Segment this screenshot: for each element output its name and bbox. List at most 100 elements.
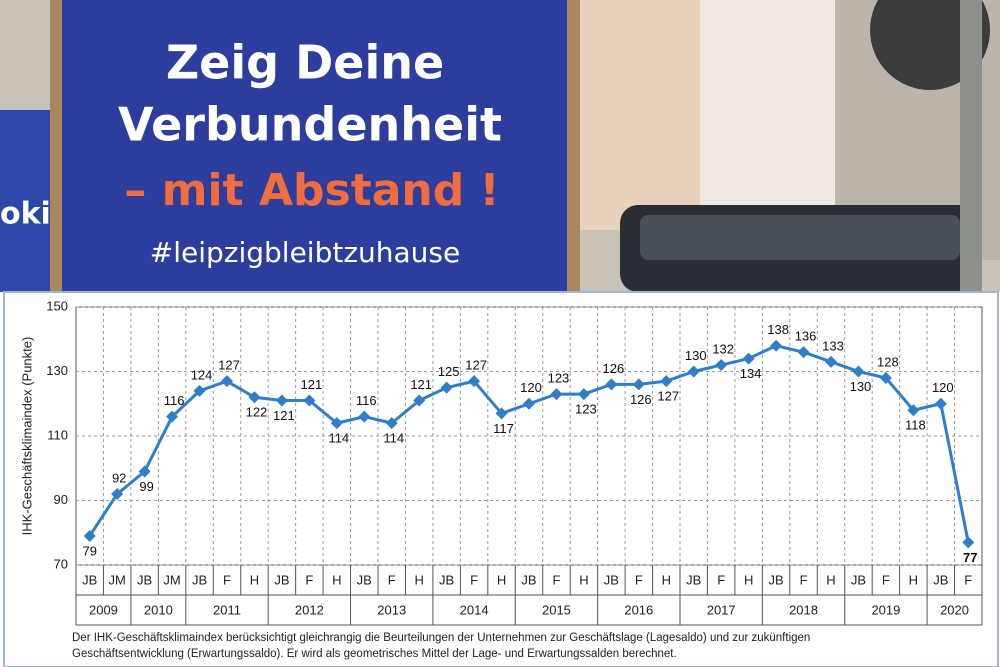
point: [385, 417, 398, 430]
value-label: 133: [822, 338, 844, 353]
point: [138, 465, 151, 478]
point: [413, 394, 426, 407]
value-label: 121: [410, 377, 432, 392]
y-tick-label: 130: [46, 363, 68, 378]
point: [275, 394, 288, 407]
poster-text: – mit Abstand !: [124, 165, 499, 216]
point: [358, 410, 371, 423]
point: [962, 536, 975, 549]
x-tick-label: JB: [274, 572, 289, 587]
x-tick-label: JB: [933, 572, 948, 587]
value-label: 126: [630, 392, 652, 407]
point: [934, 397, 947, 410]
value-label: 132: [712, 341, 734, 356]
point: [770, 339, 783, 352]
year-label: 2020: [940, 602, 969, 617]
chart-panel: [3, 291, 999, 667]
value-label: 124: [191, 367, 213, 382]
poster-text: oki: [0, 197, 51, 232]
x-tick-label: JB: [82, 572, 97, 587]
point: [605, 378, 618, 391]
point: [303, 394, 316, 407]
x-tick-label: F: [964, 572, 972, 587]
point: [825, 355, 837, 368]
point: [221, 375, 233, 388]
value-label: 126: [603, 361, 625, 376]
x-tick-label: F: [882, 572, 890, 587]
x-tick-label: JB: [521, 572, 536, 587]
year-label: 2016: [624, 602, 653, 617]
x-tick-label: F: [305, 572, 313, 587]
x-tick-label: H: [826, 572, 835, 587]
value-label: 138: [767, 322, 789, 337]
x-tick-label: H: [662, 572, 671, 587]
x-tick-label: H: [909, 572, 918, 587]
point: [632, 378, 645, 391]
year-label: 2018: [789, 602, 818, 617]
point: [577, 388, 590, 401]
year-label: 2015: [542, 602, 571, 617]
point: [907, 404, 920, 417]
note: Der IHK-Geschäftsklimaindex berücksichti…: [72, 632, 810, 644]
y-tick-label: 110: [47, 427, 68, 442]
x-tick-label: F: [635, 572, 643, 587]
building: [700, 0, 840, 230]
x-tick-label: JB: [439, 572, 454, 587]
x-tick-label: H: [250, 572, 259, 587]
value-label: 121: [273, 408, 295, 423]
point: [687, 365, 700, 378]
value-label: 123: [548, 371, 570, 386]
poster-text: Zeig Deine: [166, 36, 444, 90]
x-tick-label: F: [800, 572, 808, 587]
x-tick-label: F: [552, 572, 560, 587]
x-tick-label: H: [414, 572, 423, 587]
x-tick-label: JM: [109, 572, 126, 587]
x-tick-label: JB: [137, 572, 152, 587]
value-label: 92: [112, 470, 126, 485]
value-label: 79: [82, 543, 96, 558]
point: [83, 529, 96, 542]
x-tick-label: JB: [686, 572, 701, 587]
value-label: 127: [218, 358, 240, 373]
point: [550, 388, 563, 401]
value-label: 134: [740, 366, 762, 381]
x-tick-label: H: [744, 572, 753, 587]
x-tick-label: H: [579, 572, 588, 587]
year-label: 2019: [871, 602, 900, 617]
point: [495, 407, 508, 420]
x-tick-label: JB: [192, 572, 207, 587]
x-tick-label: JB: [357, 572, 372, 587]
value-label: 130: [850, 379, 872, 394]
x-tick-label: F: [470, 572, 478, 587]
x-tick-label: JB: [851, 572, 866, 587]
point: [440, 381, 453, 394]
value-label: 114: [383, 431, 404, 446]
y-tick-label: 90: [54, 492, 68, 507]
value-label: 127: [465, 358, 487, 373]
pole: [960, 0, 982, 292]
value-label: 127: [657, 389, 679, 404]
sign: [870, 0, 990, 90]
year-label: 2014: [460, 602, 489, 617]
value-label: 77: [963, 550, 977, 565]
poster: [62, 0, 567, 292]
value-label: 121: [301, 377, 323, 392]
value-label: 118: [905, 418, 926, 433]
value-label: 114: [328, 431, 349, 446]
year-label: 2017: [707, 602, 736, 617]
year-label: 2013: [377, 602, 406, 617]
value-label: 120: [932, 380, 954, 395]
x-tick-label: F: [223, 572, 231, 587]
point: [852, 365, 865, 378]
value-label: 116: [356, 393, 377, 408]
x-tick-label: F: [388, 572, 396, 587]
point: [166, 410, 179, 423]
y-tick-label: 150: [46, 298, 68, 313]
point: [193, 384, 206, 397]
point: [468, 375, 481, 388]
x-tick-label: H: [332, 572, 341, 587]
x-tick-label: JM: [163, 572, 180, 587]
point: [248, 391, 261, 404]
